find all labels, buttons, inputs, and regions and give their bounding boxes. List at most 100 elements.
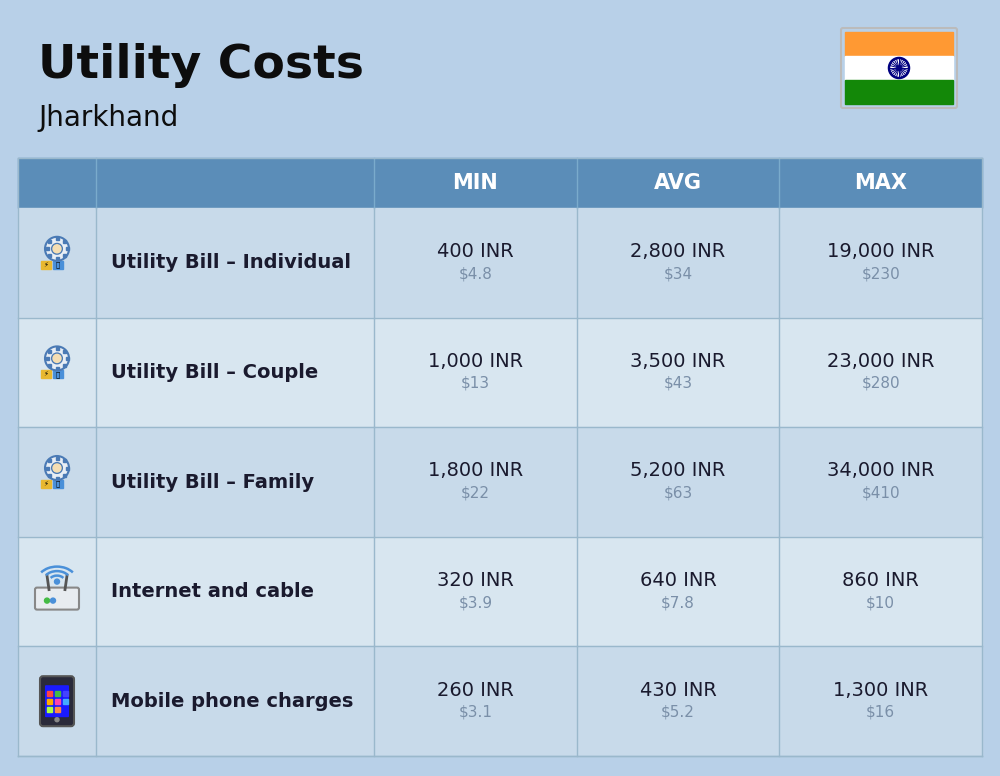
Text: $22: $22 (461, 486, 490, 501)
Text: $34: $34 (663, 266, 693, 281)
Bar (56, 258, 58, 260)
Text: 🔧: 🔧 (56, 480, 60, 487)
Bar (845, 56, 953, 80)
Text: Utility Bill – Couple: Utility Bill – Couple (111, 363, 318, 382)
Text: Utility Costs: Utility Costs (38, 43, 364, 88)
Bar (53, 261, 63, 268)
Bar (18, 428, 982, 537)
Text: 🔧: 🔧 (56, 262, 60, 268)
Bar (66, 357, 68, 360)
Bar (18, 646, 982, 756)
Bar (54, 698, 60, 704)
Circle shape (45, 346, 69, 370)
Circle shape (45, 237, 69, 261)
Text: 260 INR: 260 INR (437, 681, 514, 700)
Bar (63, 350, 66, 353)
Bar (48, 350, 51, 353)
Text: 2,800 INR: 2,800 INR (630, 242, 726, 262)
Text: 1,000 INR: 1,000 INR (428, 352, 523, 371)
Bar (66, 248, 68, 251)
Text: 1,300 INR: 1,300 INR (833, 681, 928, 700)
Bar (41, 480, 51, 488)
Circle shape (45, 456, 69, 480)
Circle shape (54, 579, 60, 584)
Text: 1,800 INR: 1,800 INR (428, 462, 523, 480)
Text: ⚡: ⚡ (44, 481, 48, 487)
Bar (53, 370, 63, 379)
FancyBboxPatch shape (40, 676, 74, 726)
Text: ⚡: ⚡ (44, 372, 48, 377)
Text: 400 INR: 400 INR (437, 242, 514, 262)
Bar (63, 255, 66, 258)
Text: $16: $16 (866, 705, 895, 719)
FancyBboxPatch shape (45, 685, 69, 717)
Bar (56, 237, 58, 241)
Text: 34,000 INR: 34,000 INR (827, 462, 934, 480)
Text: 19,000 INR: 19,000 INR (827, 242, 934, 262)
Circle shape (55, 718, 59, 722)
Bar (18, 158, 982, 208)
Text: $63: $63 (663, 486, 693, 501)
Text: $410: $410 (861, 486, 900, 501)
Bar (18, 208, 982, 317)
Bar (48, 459, 51, 462)
Text: $7.8: $7.8 (661, 595, 695, 610)
Circle shape (53, 244, 61, 253)
Bar (66, 466, 68, 469)
Text: AVG: AVG (654, 173, 702, 193)
Bar (41, 261, 51, 268)
Text: 5,200 INR: 5,200 INR (630, 462, 726, 480)
Bar (46, 357, 48, 360)
Bar (18, 317, 982, 428)
Text: $13: $13 (461, 376, 490, 391)
Text: $10: $10 (866, 595, 895, 610)
Text: $230: $230 (861, 266, 900, 281)
Bar (845, 32, 953, 56)
Text: ⚡: ⚡ (44, 262, 48, 268)
Text: Jharkhand: Jharkhand (38, 104, 178, 132)
Text: 320 INR: 320 INR (437, 571, 514, 590)
Text: Utility Bill – Family: Utility Bill – Family (111, 473, 314, 491)
Bar (63, 459, 66, 462)
Bar (53, 480, 63, 488)
Text: 3,500 INR: 3,500 INR (630, 352, 726, 371)
Bar (62, 698, 68, 704)
Text: $3.1: $3.1 (458, 705, 492, 719)
Bar (63, 241, 66, 243)
Bar (48, 473, 51, 476)
Bar (63, 473, 66, 476)
Bar (56, 347, 58, 350)
Text: $280: $280 (861, 376, 900, 391)
Circle shape (44, 598, 50, 603)
Text: $43: $43 (663, 376, 693, 391)
Text: 🔧: 🔧 (56, 371, 60, 378)
FancyBboxPatch shape (35, 587, 79, 610)
Text: 640 INR: 640 INR (640, 571, 716, 590)
Bar (54, 691, 60, 696)
Text: $3.9: $3.9 (458, 595, 492, 610)
Circle shape (897, 66, 901, 70)
Bar (46, 707, 52, 712)
Bar (48, 255, 51, 258)
Bar (54, 707, 60, 712)
Text: 860 INR: 860 INR (842, 571, 919, 590)
Text: 23,000 INR: 23,000 INR (827, 352, 934, 371)
Bar (46, 691, 52, 696)
Circle shape (50, 598, 56, 603)
Text: MIN: MIN (452, 173, 498, 193)
Bar (48, 241, 51, 243)
Bar (56, 367, 58, 370)
Bar (63, 364, 66, 367)
Bar (46, 698, 52, 704)
Text: MAX: MAX (854, 173, 907, 193)
Bar (56, 476, 58, 480)
Text: Internet and cable: Internet and cable (111, 582, 314, 601)
Bar (845, 80, 953, 104)
Bar (56, 456, 58, 459)
Bar (41, 370, 51, 379)
Bar (46, 248, 48, 251)
Circle shape (53, 355, 61, 362)
Text: 430 INR: 430 INR (640, 681, 716, 700)
Text: Mobile phone charges: Mobile phone charges (111, 691, 353, 711)
Bar (18, 537, 982, 646)
